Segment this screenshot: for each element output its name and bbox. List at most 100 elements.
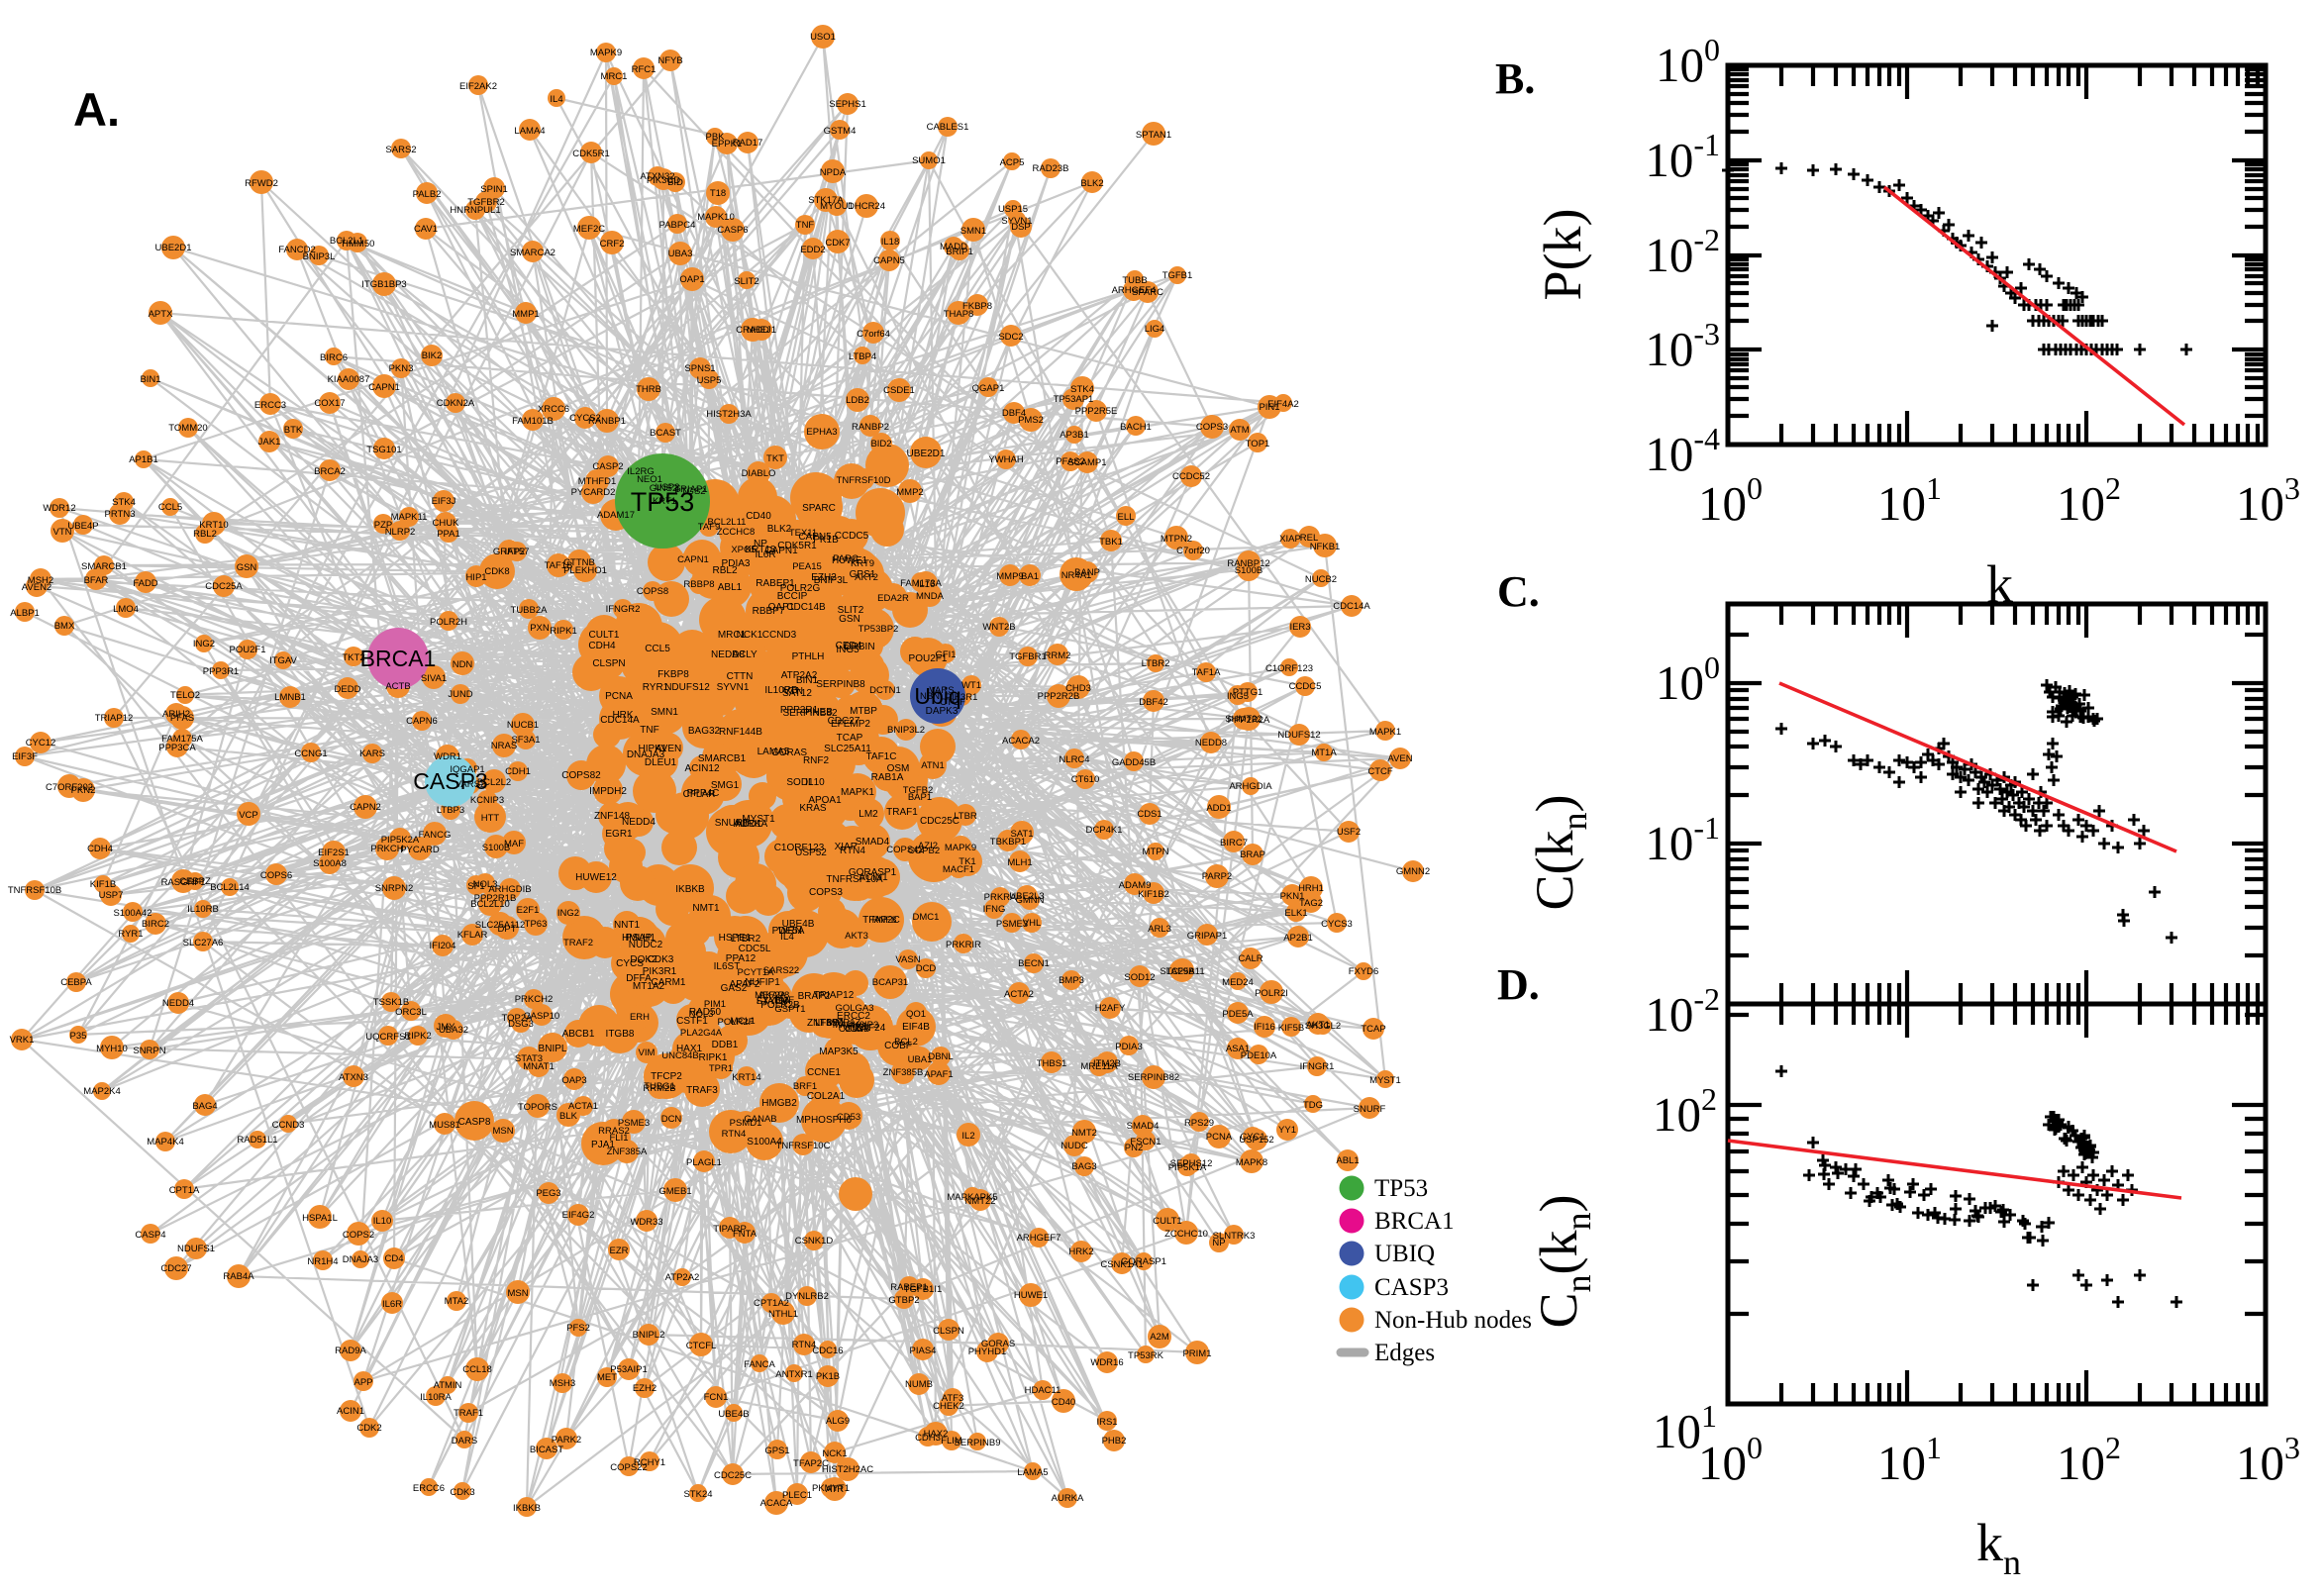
- svg-text:POLR2B: POLR2B: [760, 1000, 800, 1011]
- svg-text:TGFB1I1: TGFB1I1: [904, 1284, 943, 1295]
- svg-text:HUWE1: HUWE1: [832, 555, 868, 566]
- svg-text:ACIN1: ACIN1: [337, 1406, 364, 1417]
- svg-text:PTTG1: PTTG1: [1233, 687, 1263, 698]
- svg-text:PPP2R2B: PPP2R2B: [1038, 691, 1080, 702]
- svg-text:ZNF385A: ZNF385A: [607, 1147, 648, 1157]
- svg-text:BCL2: BCL2: [894, 1037, 918, 1047]
- svg-text:CHEK2: CHEK2: [933, 1401, 964, 1412]
- svg-text:IMPDH2: IMPDH2: [589, 786, 627, 797]
- svg-text:COPS82: COPS82: [561, 770, 601, 781]
- svg-text:ABL1: ABL1: [1336, 1155, 1359, 1166]
- svg-text:D.: D.: [1497, 960, 1540, 1009]
- svg-text:IKBKB: IKBKB: [675, 884, 705, 895]
- svg-text:WDR16: WDR16: [1090, 1357, 1123, 1368]
- svg-text:SERPINB9: SERPINB9: [955, 1438, 1001, 1448]
- svg-text:BA1: BA1: [1021, 571, 1039, 582]
- svg-text:Edges: Edges: [1374, 1340, 1435, 1366]
- svg-text:ARL3: ARL3: [1148, 924, 1171, 935]
- svg-text:GORAS: GORAS: [771, 748, 807, 758]
- svg-text:PBK: PBK: [705, 132, 725, 143]
- svg-text:IL6R: IL6R: [382, 1299, 402, 1310]
- svg-text:KARS: KARS: [359, 748, 385, 759]
- svg-text:CASP8: CASP8: [458, 1117, 491, 1128]
- svg-text:OAP1: OAP1: [768, 602, 795, 613]
- svg-text:ERCC2: ERCC2: [837, 1011, 870, 1022]
- svg-text:PLEC1: PLEC1: [782, 1490, 812, 1501]
- svg-text:NLRP2: NLRP2: [385, 527, 416, 538]
- svg-text:MRE11A: MRE11A: [1080, 1061, 1118, 1072]
- svg-text:NOL3: NOL3: [473, 879, 498, 890]
- svg-text:ZNF24: ZNF24: [856, 1023, 886, 1034]
- svg-text:PRKRA: PRKRA: [984, 892, 1017, 903]
- svg-text:PKN1: PKN1: [1280, 891, 1305, 902]
- svg-text:LIG4: LIG4: [1145, 324, 1165, 335]
- svg-text:USP152: USP152: [1239, 1135, 1273, 1146]
- svg-text:HSPE1: HSPE1: [719, 933, 752, 944]
- svg-text:GANAB: GANAB: [744, 1114, 776, 1125]
- svg-text:MPHOSPH6: MPHOSPH6: [796, 1115, 853, 1126]
- svg-text:RBL2: RBL2: [712, 565, 737, 576]
- svg-text:NP: NP: [754, 539, 767, 549]
- svg-text:MAPK10: MAPK10: [697, 212, 735, 223]
- svg-text:NUCB2: NUCB2: [1305, 574, 1337, 585]
- svg-text:USP2: USP2: [656, 482, 680, 493]
- svg-text:FKBP8: FKBP8: [657, 669, 689, 680]
- svg-text:RAD17: RAD17: [733, 138, 763, 149]
- svg-text:kn: kn: [1976, 1513, 2021, 1582]
- svg-text:HHEB: HHEB: [805, 707, 833, 718]
- svg-text:Non-Hub nodes: Non-Hub nodes: [1374, 1307, 1532, 1334]
- svg-text:IL10: IL10: [805, 777, 825, 788]
- svg-text:XRCC6: XRCC6: [538, 404, 569, 415]
- svg-text:VARS2: VARS2: [455, 779, 485, 790]
- svg-text:PFS2: PFS2: [566, 1323, 590, 1334]
- svg-text:AZI2: AZI2: [918, 841, 938, 851]
- svg-text:MTHFD1: MTHFD1: [578, 476, 617, 487]
- svg-text:SHMT22: SHMT22: [1225, 714, 1262, 725]
- svg-text:COPS3: COPS3: [809, 887, 843, 898]
- svg-text:GMEB1: GMEB1: [658, 1186, 691, 1197]
- svg-text:TAF1A: TAF1A: [1192, 667, 1222, 678]
- svg-text:KRT18: KRT18: [746, 545, 776, 555]
- svg-text:CAPN1: CAPN1: [368, 382, 400, 393]
- svg-text:NPDA: NPDA: [820, 167, 847, 178]
- svg-text:SEPHS1: SEPHS1: [829, 99, 866, 110]
- svg-text:C(kn): C(kn): [1525, 795, 1594, 911]
- svg-text:LTBR2: LTBR2: [731, 934, 761, 945]
- svg-text:ZNF148: ZNF148: [594, 811, 631, 822]
- svg-text:USF2: USF2: [1337, 827, 1361, 838]
- svg-text:SAT1: SAT1: [1010, 829, 1033, 840]
- svg-text:EDA2R: EDA2R: [877, 593, 909, 604]
- svg-text:BLK2: BLK2: [1080, 178, 1103, 189]
- svg-text:BMF: BMF: [774, 995, 794, 1006]
- svg-text:TNFRSF10D: TNFRSF10D: [837, 475, 891, 486]
- svg-text:TUBB: TUBB: [1122, 275, 1147, 286]
- svg-text:COPB2: COPB2: [908, 846, 940, 856]
- svg-text:BECN1: BECN1: [1018, 958, 1050, 969]
- svg-text:ITGB1BP3: ITGB1BP3: [361, 279, 406, 290]
- svg-text:NR4A1: NR4A1: [1061, 570, 1092, 581]
- svg-text:BRAP: BRAP: [1240, 849, 1265, 860]
- svg-text:EIF4G2: EIF4G2: [562, 1210, 595, 1221]
- svg-text:CDC25C: CDC25C: [920, 816, 960, 827]
- svg-text:RRM2: RRM2: [1045, 650, 1071, 661]
- svg-text:IL4: IL4: [550, 94, 562, 105]
- svg-text:DBF42: DBF42: [1139, 697, 1168, 708]
- svg-text:RBL2: RBL2: [193, 529, 217, 540]
- svg-text:MRC1: MRC1: [601, 71, 628, 82]
- svg-text:SLC25A112: SLC25A112: [475, 920, 526, 931]
- svg-text:BRF1: BRF1: [793, 1081, 817, 1092]
- svg-text:IL2RG: IL2RG: [627, 466, 654, 477]
- svg-text:GSN: GSN: [237, 562, 257, 573]
- svg-text:COPS22: COPS22: [610, 1462, 648, 1473]
- svg-text:MAPK9: MAPK9: [590, 48, 622, 58]
- svg-text:MSN: MSN: [507, 1288, 528, 1299]
- svg-text:GTBP2: GTBP2: [888, 1295, 919, 1306]
- svg-text:CAPN1: CAPN1: [677, 554, 709, 565]
- svg-text:POLR2G: POLR2G: [780, 583, 821, 594]
- svg-text:C7ORF202: C7ORF202: [46, 782, 93, 793]
- svg-text:PDE10A: PDE10A: [1241, 1050, 1277, 1061]
- svg-text:FSCN1: FSCN1: [1130, 1137, 1161, 1147]
- svg-text:CDS1: CDS1: [1137, 809, 1162, 820]
- svg-text:TNF: TNF: [796, 220, 815, 231]
- svg-text:NR1H4: NR1H4: [307, 1256, 338, 1267]
